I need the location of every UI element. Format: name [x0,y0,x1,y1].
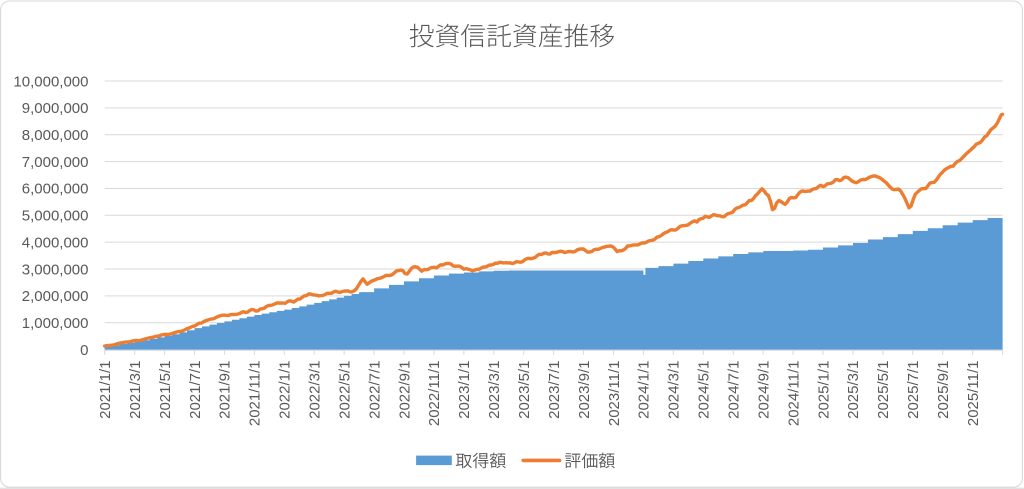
svg-text:2021/7/1: 2021/7/1 [187,361,204,419]
svg-text:2024/5/1: 2024/5/1 [696,361,713,419]
svg-text:2021/11/1: 2021/11/1 [247,361,264,427]
svg-text:2024/11/1: 2024/11/1 [785,361,802,427]
svg-text:2021/9/1: 2021/9/1 [217,361,234,419]
svg-text:6,000,000: 6,000,000 [22,181,89,198]
svg-text:9,000,000: 9,000,000 [22,100,89,117]
svg-text:2025/7/1: 2025/7/1 [905,361,922,419]
svg-text:2025/11/1: 2025/11/1 [965,361,982,427]
svg-text:2025/3/1: 2025/3/1 [845,361,862,419]
svg-text:2025/5/1: 2025/5/1 [875,361,892,419]
svg-text:2024/7/1: 2024/7/1 [726,361,743,419]
svg-text:2022/3/1: 2022/3/1 [307,361,324,419]
svg-text:2022/9/1: 2022/9/1 [396,361,413,419]
svg-text:2023/9/1: 2023/9/1 [576,361,593,419]
svg-text:2,000,000: 2,000,000 [22,288,89,305]
svg-text:2022/5/1: 2022/5/1 [336,361,353,419]
svg-text:2025/9/1: 2025/9/1 [935,361,952,419]
svg-text:2021/5/1: 2021/5/1 [157,361,174,419]
svg-text:2024/1/1: 2024/1/1 [636,361,653,419]
svg-text:2024/3/1: 2024/3/1 [666,361,683,419]
svg-text:2023/3/1: 2023/3/1 [486,361,503,419]
svg-text:3,000,000: 3,000,000 [22,261,89,278]
svg-text:2022/11/1: 2022/11/1 [426,361,443,427]
svg-text:8,000,000: 8,000,000 [22,127,89,144]
svg-text:2023/11/1: 2023/11/1 [606,361,623,427]
svg-text:2023/5/1: 2023/5/1 [516,361,533,419]
svg-text:2023/1/1: 2023/1/1 [456,361,473,419]
svg-text:2023/7/1: 2023/7/1 [546,361,563,419]
svg-text:10,000,000: 10,000,000 [13,73,88,90]
svg-text:0: 0 [80,342,88,359]
svg-text:2022/1/1: 2022/1/1 [277,361,294,419]
svg-text:2021/1/1: 2021/1/1 [97,361,114,419]
svg-text:5,000,000: 5,000,000 [22,208,89,225]
svg-text:1,000,000: 1,000,000 [22,315,89,332]
svg-text:2022/7/1: 2022/7/1 [366,361,383,419]
svg-text:4,000,000: 4,000,000 [22,235,89,252]
svg-text:2021/3/1: 2021/3/1 [127,361,144,419]
svg-text:2025/1/1: 2025/1/1 [815,361,832,419]
svg-text:7,000,000: 7,000,000 [22,154,89,171]
svg-text:2024/9/1: 2024/9/1 [756,361,773,419]
